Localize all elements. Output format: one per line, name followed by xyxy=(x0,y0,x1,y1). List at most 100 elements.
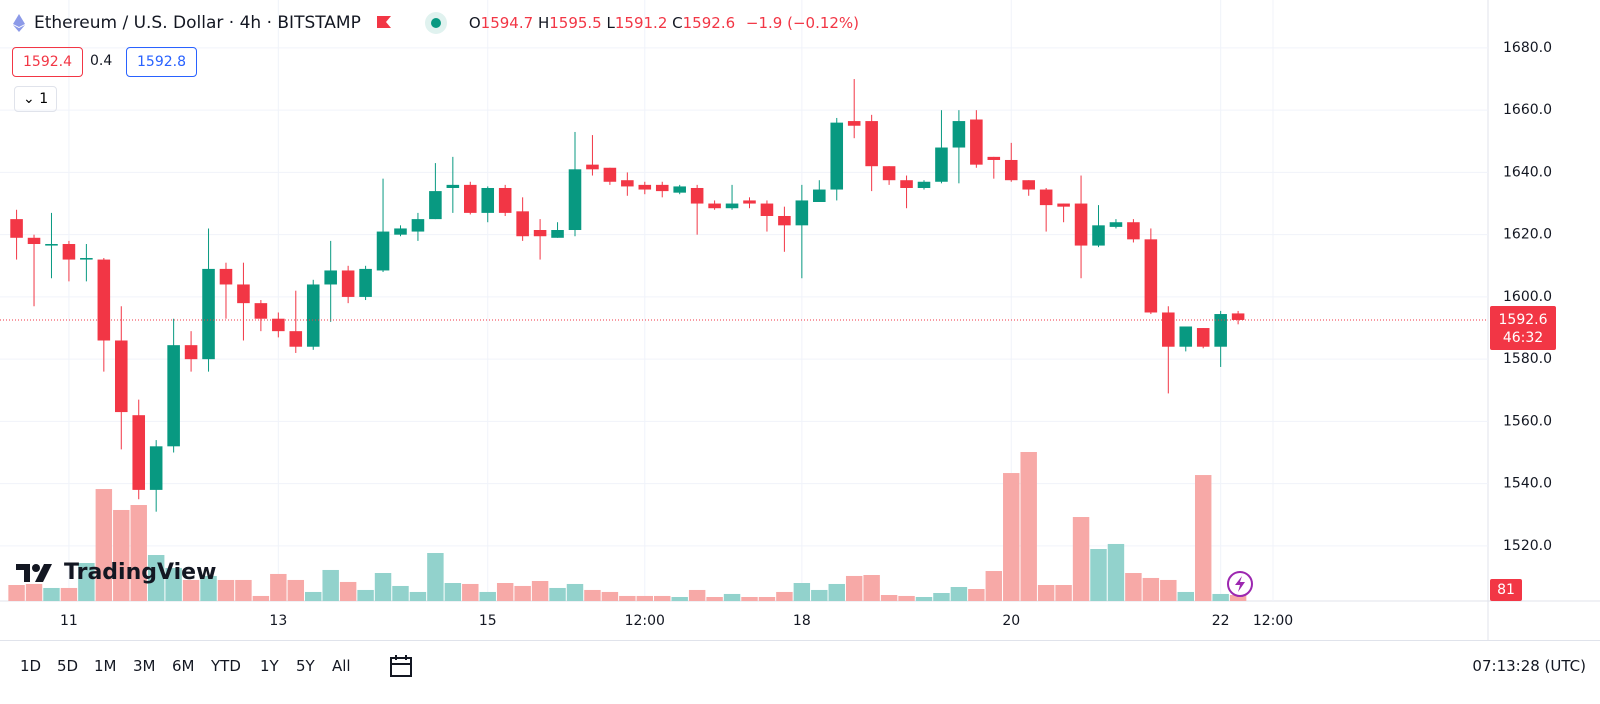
candle-body xyxy=(429,191,442,220)
clock[interactable]: 07:13:28 (UTC) xyxy=(1472,657,1586,675)
volume-bar xyxy=(392,585,409,601)
timeframe-button[interactable]: 1Y xyxy=(260,657,279,675)
volume-bar xyxy=(374,573,392,601)
volume-bar xyxy=(619,595,636,601)
logo: TradingView xyxy=(16,560,216,585)
volume-bar xyxy=(584,589,601,601)
candle-body xyxy=(813,189,826,202)
candle-body xyxy=(254,303,268,319)
candle-body xyxy=(708,203,721,209)
candle-body xyxy=(935,147,948,182)
candle-body xyxy=(62,244,76,260)
candle-body xyxy=(568,169,582,231)
volume-bar xyxy=(915,597,933,601)
lightning[interactable] xyxy=(1225,569,1255,599)
volume-bar xyxy=(1072,517,1090,601)
volume-bar xyxy=(217,579,235,601)
candle-body xyxy=(830,122,844,190)
timeframe-button[interactable]: All xyxy=(332,657,351,675)
volume-bar xyxy=(514,585,531,601)
timeframe-button[interactable]: 3M xyxy=(133,657,156,675)
candle-body xyxy=(464,184,477,213)
indicator-count: 1 xyxy=(39,91,49,107)
watermark: TradingView xyxy=(64,560,217,585)
volume-bar xyxy=(688,589,706,601)
candle-body xyxy=(289,331,303,347)
volume-bar xyxy=(305,591,322,601)
volume-bar xyxy=(78,563,95,601)
candle-body xyxy=(603,167,617,182)
volume-bar xyxy=(130,505,147,601)
x-tick-label: 11 xyxy=(60,613,78,629)
volume-bar xyxy=(427,553,444,601)
volume-bar xyxy=(43,587,60,601)
candle-body xyxy=(272,318,285,332)
candle-body xyxy=(1057,203,1070,207)
header: Ethereum / U.S. Dollar · 4h · BITSTAMP O… xyxy=(12,10,859,36)
volume-bar xyxy=(845,575,863,601)
candle-body xyxy=(1074,203,1088,246)
timeframe-button[interactable]: 5Y xyxy=(296,657,315,675)
symbol[interactable]: Ethereum / U.S. Dollar · 4h · BITSTAMP xyxy=(34,13,361,33)
candle-body xyxy=(324,270,337,285)
ohlc-label: H xyxy=(537,14,550,32)
ohlc-value: 1594.7 xyxy=(480,14,534,32)
bid[interactable]: 1592.4 xyxy=(12,47,83,77)
timeframe-button[interactable]: 6M xyxy=(172,657,195,675)
volume-bar xyxy=(601,591,619,601)
candle-body xyxy=(1039,189,1053,206)
eth-icon xyxy=(13,14,25,32)
candle-body xyxy=(1144,239,1158,313)
volume-bar xyxy=(776,591,793,601)
ohlc-value: 1595.5 xyxy=(549,14,602,32)
x-tick-label: 18 xyxy=(793,613,811,629)
x-tick-label: 12:00 xyxy=(1253,613,1293,629)
volume-bar xyxy=(636,595,654,601)
ohlc: O1594.7 H1595.5 L1591.2 C1592.6 −1.9 (−0… xyxy=(469,14,859,32)
timeframe-button[interactable]: YTD xyxy=(211,657,241,675)
volume-bar xyxy=(828,583,845,601)
candle-body xyxy=(970,119,983,165)
volume-bar xyxy=(671,597,688,601)
timeframe-button[interactable]: 1D xyxy=(20,657,42,675)
volume-bar xyxy=(182,579,200,601)
volume-bar xyxy=(706,597,723,601)
y-tick-label: 1580.0 xyxy=(1503,351,1552,367)
candle-body xyxy=(481,187,495,213)
volume-bar xyxy=(549,587,566,601)
ohlc-label: L xyxy=(606,14,615,32)
candle-body xyxy=(306,284,320,347)
candle-body xyxy=(498,187,512,213)
volume-bar xyxy=(113,509,130,601)
volume-bar xyxy=(165,567,182,601)
candle-body xyxy=(80,258,93,260)
market-status xyxy=(424,12,447,34)
volume-bar xyxy=(270,573,287,601)
volume-bar xyxy=(950,587,968,601)
candle-body xyxy=(533,230,547,237)
indicator-toggle[interactable]: ⌄ 1 xyxy=(14,86,58,112)
ohlc-value: 1592.6 xyxy=(682,14,736,32)
candle-body xyxy=(795,200,809,226)
volume-bar xyxy=(758,597,776,601)
volume-bar xyxy=(933,593,950,601)
volume-bar xyxy=(1020,452,1037,601)
date-range[interactable] xyxy=(388,653,414,679)
volume-bar xyxy=(287,579,305,601)
flag[interactable] xyxy=(375,14,395,32)
x-tick-label: 13 xyxy=(269,613,287,629)
candle-body xyxy=(341,270,355,297)
candle-body xyxy=(202,268,215,360)
candle-body xyxy=(45,244,58,246)
y-tick-label: 1660.0 xyxy=(1503,102,1552,118)
timeframe-button[interactable]: 1M xyxy=(94,657,117,675)
timeframe-button[interactable]: 5D xyxy=(57,657,79,675)
volume-bar xyxy=(1090,549,1107,601)
y-tick-label: 1620.0 xyxy=(1503,227,1552,243)
candle-body xyxy=(516,211,529,237)
ohlc-label: O xyxy=(468,14,481,32)
y-tick-label: 1680.0 xyxy=(1503,40,1552,56)
candle-body xyxy=(725,203,739,209)
ask[interactable]: 1592.8 xyxy=(126,47,197,77)
candle-body xyxy=(1231,313,1245,320)
